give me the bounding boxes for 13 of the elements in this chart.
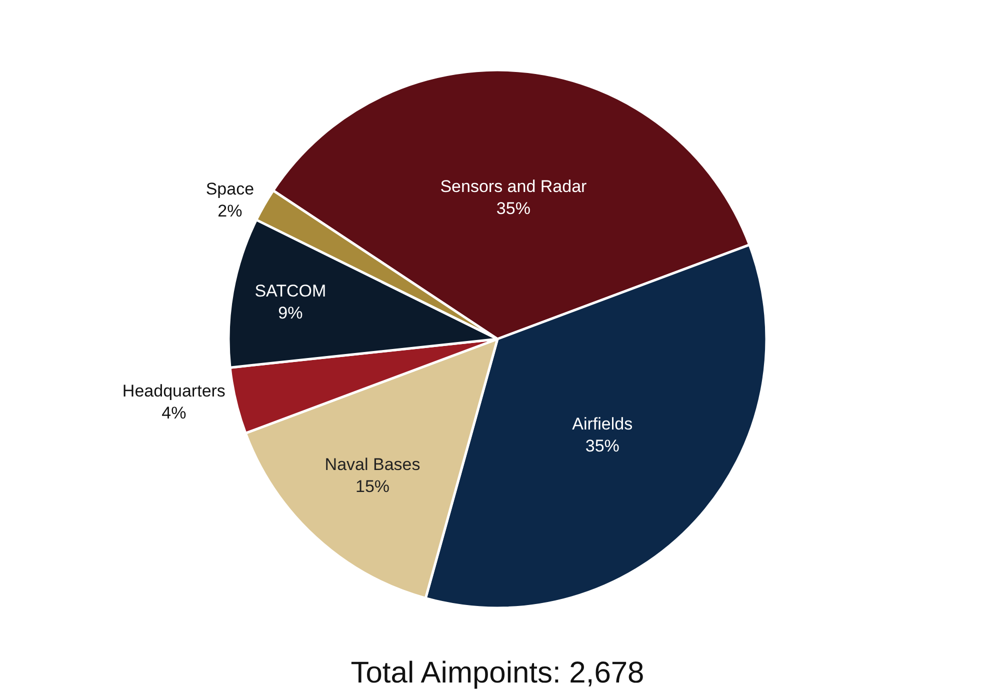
slice-label: Space xyxy=(206,179,254,198)
data-label: 35% xyxy=(585,436,620,456)
data-label: 15% xyxy=(355,476,390,496)
data-label: 2% xyxy=(218,201,242,220)
slice-label: Headquarters xyxy=(122,381,226,400)
slice-label: Airfields xyxy=(572,414,633,434)
text: Total Aimpoints: 2,678 xyxy=(350,656,644,690)
data-label: 4% xyxy=(162,404,186,423)
data-label: 9% xyxy=(278,304,303,323)
slice-label: Sensors and Radar xyxy=(440,177,588,196)
slice-label: Naval Bases xyxy=(324,454,420,474)
slice-label: SATCOM xyxy=(254,282,326,301)
data-label: 35% xyxy=(496,199,530,218)
